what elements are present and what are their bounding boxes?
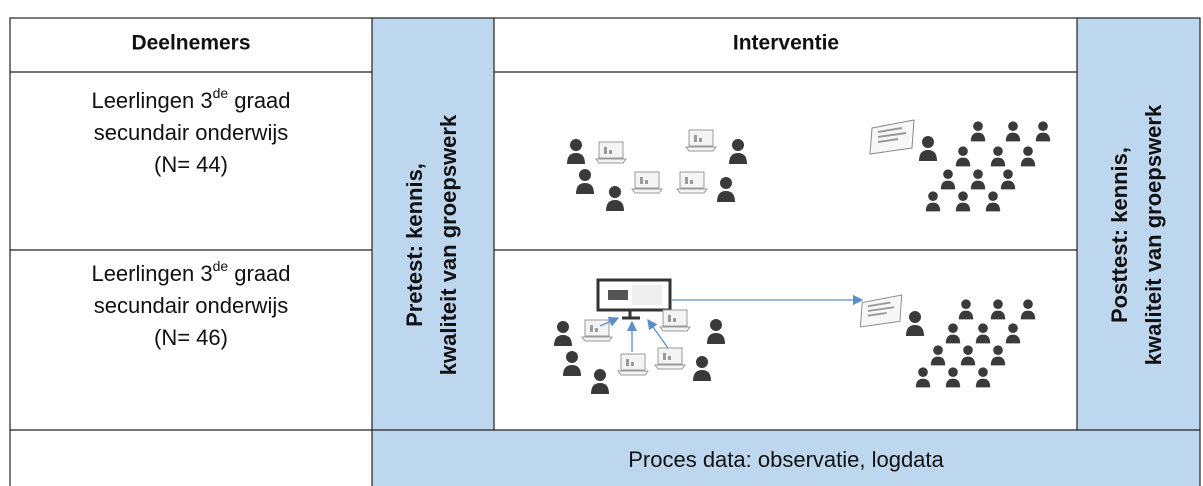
group-line: Leerlingen 3de graad — [91, 85, 290, 113]
pretest-line: kwaliteit van groepswerk — [436, 114, 461, 375]
pretest-label: Pretest: kennis, kwaliteit van groepswer… — [402, 114, 461, 375]
classroom-illustration — [869, 119, 1051, 212]
posttest-line: Posttest: kennis, — [1107, 147, 1132, 323]
pretest-line: Pretest: kennis, — [402, 163, 427, 327]
header-participants: Deelnemers — [131, 32, 250, 55]
text: Leerlingen 3 — [91, 261, 212, 286]
technology-illustration — [554, 278, 1036, 394]
text: Leerlingen 3 — [91, 88, 212, 113]
superscript: de — [213, 85, 229, 101]
posttest-band — [1077, 18, 1200, 430]
group-line: Leerlingen 3de graad — [91, 258, 290, 286]
group-size: (N= 44) — [154, 152, 228, 177]
group-line: secundair onderwijs — [94, 293, 288, 318]
posttest-line: kwaliteit van groepswerk — [1141, 104, 1166, 365]
group-1: Leerlingen 3de graad secundair onderwijs… — [91, 85, 290, 177]
text: graad — [228, 261, 290, 286]
superscript: de — [213, 258, 229, 274]
group-size: (N= 46) — [154, 325, 228, 350]
table-grid — [9, 17, 1201, 486]
posttest-label: Posttest: kennis, kwaliteit van groepswe… — [1107, 104, 1166, 365]
collaborative-illustration — [567, 129, 747, 211]
header-intervention: Interventie — [733, 32, 839, 55]
pretest-band — [372, 18, 494, 430]
text: graad — [228, 88, 290, 113]
group-2: Leerlingen 3de graad secundair onderwijs… — [91, 258, 290, 350]
group-line: secundair onderwijs — [94, 120, 288, 145]
process-data: Proces data: observatie, logdata — [628, 447, 944, 472]
process-band — [372, 430, 1200, 486]
